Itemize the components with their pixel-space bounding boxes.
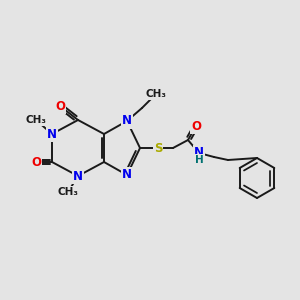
Text: O: O	[31, 155, 41, 169]
Text: N: N	[73, 169, 83, 182]
Text: O: O	[191, 119, 201, 133]
Text: S: S	[154, 142, 162, 154]
Text: N: N	[47, 128, 57, 140]
Text: N: N	[122, 169, 132, 182]
Text: CH₃: CH₃	[26, 115, 46, 125]
Text: H: H	[195, 155, 203, 165]
Text: CH₃: CH₃	[58, 187, 79, 197]
Text: CH₃: CH₃	[146, 89, 167, 99]
Text: N: N	[194, 146, 204, 158]
Text: N: N	[122, 115, 132, 128]
Text: O: O	[55, 100, 65, 112]
